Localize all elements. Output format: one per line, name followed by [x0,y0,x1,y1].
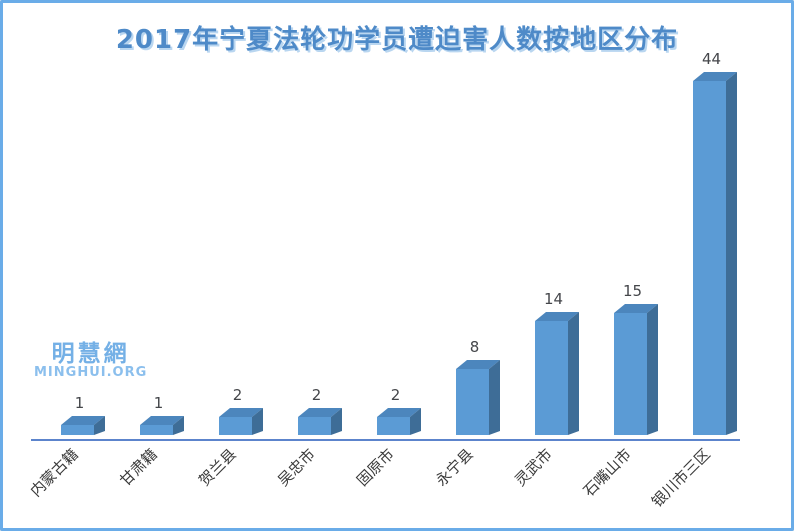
bar-chart-canvas: 1 内蒙古籍 1 甘肃籍 2 贺兰县 2 吴忠市 2 固原市 8 永宁县 14 灵武市 15 石嘴山市 44 银川… [27,50,740,511]
bar-value-label: 2 [391,386,401,404]
bar-top-face [61,416,105,425]
bar-top-face [456,360,500,369]
bar-top-face [219,408,263,417]
bar-top-face [535,312,579,321]
category-label: 灵武市 [511,445,556,490]
minghui-watermark: 明慧網 MINGHUI.ORG [34,342,147,380]
bar [377,417,410,435]
category-label: 内蒙古籍 [27,445,82,500]
category-label: 永宁县 [432,445,477,490]
chart-title: 2017年宁夏法轮功学员遭迫害人数按地区分布 [115,25,679,55]
bar-value-label: 1 [154,394,164,412]
bar-side-face [173,416,184,435]
bar [693,81,726,435]
bar-side-face [252,408,263,435]
watermark-text-org: MINGHUI.ORG [34,365,148,381]
bar-top-face [377,408,421,417]
bar-side-face [94,416,105,435]
bar-value-label: 1 [75,394,85,412]
bar-top-face [298,408,342,417]
category-label: 固原市 [353,445,398,490]
bar-top-face [614,304,658,313]
bar [298,417,331,435]
bar-value-label: 15 [623,282,642,300]
bar-side-face [726,72,737,435]
bar [61,425,94,435]
bar [614,313,647,435]
bar-value-label: 14 [544,290,563,308]
bar-side-face [410,408,421,435]
bar-side-face [568,312,579,435]
bar-value-label: 2 [312,386,322,404]
bar [140,425,173,435]
bar-side-face [331,408,342,435]
bar-value-label: 44 [702,50,721,68]
category-label: 吴忠市 [274,445,319,490]
bar [456,369,489,435]
bar-side-face [647,304,658,435]
category-label: 石嘴山市 [580,445,635,500]
watermark-text-cjk: 明慧網 [51,341,130,367]
bar-top-face [140,416,184,425]
bar-side-face [489,360,500,435]
category-label: 银川市三区 [648,445,714,511]
bar [219,417,252,435]
category-label: 甘肃籍 [116,445,161,490]
bar [535,321,568,435]
category-label: 贺兰县 [195,445,240,490]
bar-value-label: 2 [233,386,243,404]
bar-value-label: 8 [470,338,480,356]
bar-top-face [693,72,737,81]
